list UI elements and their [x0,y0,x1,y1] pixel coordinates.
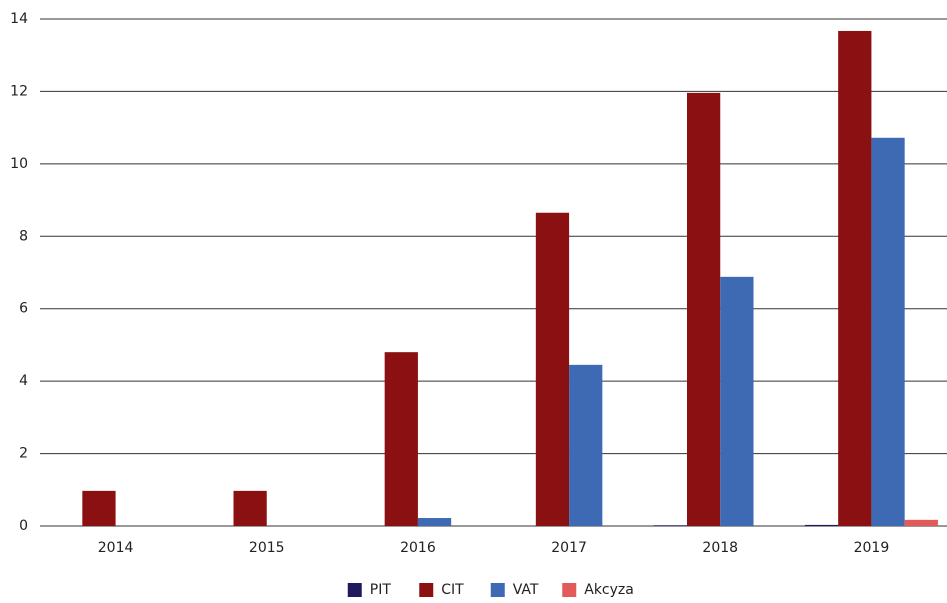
y-tick-label: 2 [19,446,28,462]
legend-label: VAT [513,582,539,598]
bar [535,212,570,526]
bar [384,352,418,526]
x-tick-label: 2016 [400,540,436,556]
bar [569,364,603,526]
x-tick-label: 2015 [249,540,285,556]
bar [82,490,116,526]
bar [417,518,452,526]
x-tick-label: 2017 [551,540,587,556]
bar [838,30,872,526]
y-tick-label: 0 [19,518,28,534]
y-tick-label: 8 [19,228,28,244]
x-tick-label: 2018 [702,540,738,556]
legend-swatch [347,583,362,597]
bar [233,490,267,526]
y-tick-label: 10 [10,156,28,172]
y-tick-label: 6 [19,301,28,317]
bar [904,519,938,526]
bar [720,276,754,526]
bar [686,92,721,527]
bar [653,525,687,526]
bar [804,524,839,526]
y-tick-label: 14 [10,11,28,27]
y-tick-label: 4 [19,373,28,389]
legend-label: Akcyza [584,582,634,598]
y-tick-label: 12 [10,83,28,99]
legend-swatch [419,583,434,597]
bar [871,137,905,527]
x-tick-label: 2014 [98,540,134,556]
legend-label: CIT [441,582,464,598]
legend-swatch [562,583,577,597]
legend-label: PIT [370,582,392,598]
legend-swatch [490,583,505,597]
x-tick-label: 2019 [854,540,890,556]
